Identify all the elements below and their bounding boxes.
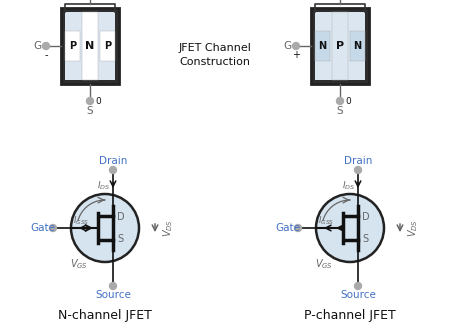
Text: $V_{GS}$: $V_{GS}$ bbox=[70, 257, 88, 271]
Text: P-channel JFET: P-channel JFET bbox=[304, 310, 396, 322]
Circle shape bbox=[50, 224, 57, 232]
Text: $V_{DS}$: $V_{DS}$ bbox=[161, 219, 175, 237]
Bar bbox=[82, 12, 98, 80]
Text: 0: 0 bbox=[345, 96, 351, 106]
Text: N: N bbox=[353, 41, 361, 51]
Circle shape bbox=[294, 224, 302, 232]
Bar bbox=[65, 31, 80, 61]
Text: +: + bbox=[292, 50, 300, 60]
Text: $I_{DS}$: $I_{DS}$ bbox=[342, 179, 355, 192]
Circle shape bbox=[337, 97, 343, 105]
Text: N: N bbox=[319, 41, 327, 51]
Circle shape bbox=[109, 283, 117, 290]
Bar bbox=[65, 12, 115, 80]
Circle shape bbox=[355, 166, 361, 173]
Bar bbox=[332, 12, 348, 80]
Text: $I_{GSS}$: $I_{GSS}$ bbox=[318, 215, 335, 227]
Text: G: G bbox=[283, 41, 291, 51]
Text: D: D bbox=[117, 212, 125, 222]
Text: $V_{GS}$: $V_{GS}$ bbox=[315, 257, 333, 271]
Circle shape bbox=[86, 97, 94, 105]
Circle shape bbox=[109, 166, 117, 173]
Bar bbox=[350, 31, 365, 61]
Text: 0: 0 bbox=[95, 96, 101, 106]
Text: P: P bbox=[336, 41, 344, 51]
Text: Drain: Drain bbox=[99, 156, 127, 166]
Text: P: P bbox=[104, 41, 111, 51]
Text: JFET Channel
Construction: JFET Channel Construction bbox=[179, 43, 252, 67]
Text: $I_{GSS}$: $I_{GSS}$ bbox=[73, 215, 90, 227]
Text: S: S bbox=[117, 234, 123, 244]
Bar bbox=[311, 8, 369, 84]
Circle shape bbox=[292, 42, 300, 49]
Text: Gate: Gate bbox=[31, 223, 55, 233]
Text: D: D bbox=[362, 212, 369, 222]
Text: S: S bbox=[337, 106, 343, 116]
Bar bbox=[315, 31, 330, 61]
Text: G: G bbox=[33, 41, 41, 51]
Text: $V_{DS}$: $V_{DS}$ bbox=[406, 219, 420, 237]
Text: Drain: Drain bbox=[344, 156, 372, 166]
Text: N: N bbox=[86, 41, 94, 51]
Text: P: P bbox=[69, 41, 76, 51]
Circle shape bbox=[71, 194, 139, 262]
Text: S: S bbox=[362, 234, 368, 244]
Circle shape bbox=[355, 283, 361, 290]
Bar bbox=[100, 31, 115, 61]
Circle shape bbox=[42, 42, 50, 49]
Text: Source: Source bbox=[95, 290, 131, 300]
Text: N-channel JFET: N-channel JFET bbox=[58, 310, 152, 322]
Text: -: - bbox=[44, 50, 48, 60]
Bar bbox=[61, 8, 119, 84]
Text: Source: Source bbox=[340, 290, 376, 300]
Bar bbox=[315, 12, 365, 80]
Text: S: S bbox=[87, 106, 93, 116]
Text: Gate: Gate bbox=[275, 223, 301, 233]
Circle shape bbox=[316, 194, 384, 262]
Text: $I_{DS}$: $I_{DS}$ bbox=[97, 179, 110, 192]
